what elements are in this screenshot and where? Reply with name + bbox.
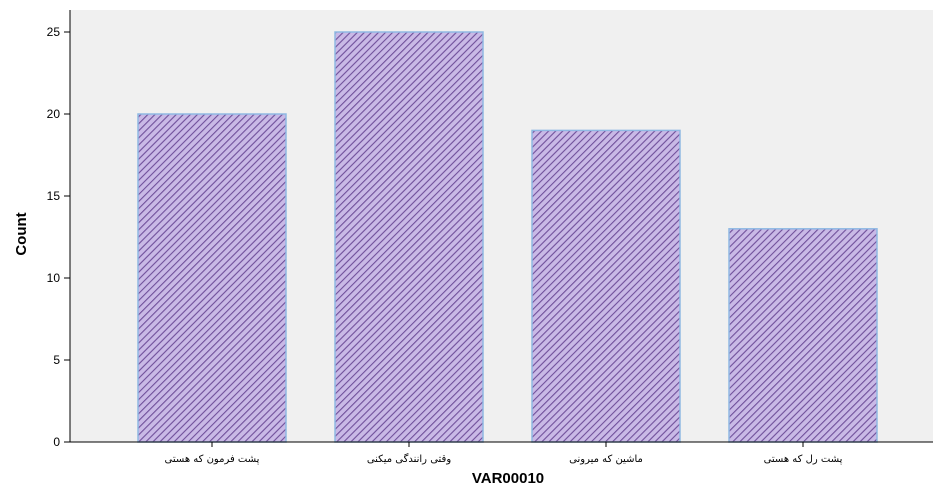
y-tick-label: 15 (47, 189, 61, 203)
bar (531, 129, 681, 443)
y-tick-label: 25 (47, 25, 61, 39)
x-axis: پشت فرمون که هستی وقتی رانندگی میکنی ماشین… (70, 441, 933, 465)
y-tick-label: 20 (47, 107, 61, 121)
y-tick-label: 5 (53, 353, 60, 367)
y-tick-label: 10 (47, 271, 61, 285)
x-tick-label: پشت رل که هستی (764, 454, 843, 465)
bar (728, 228, 878, 443)
x-tick-label: پشت فرمون که هستی (165, 454, 260, 465)
x-tick-label: وقتی رانندگی میکنی (367, 453, 451, 465)
bar (334, 31, 484, 443)
bars-group (137, 31, 878, 443)
y-tick-label: 0 (53, 435, 60, 449)
y-axis-title: Count (13, 212, 30, 255)
bar (137, 113, 287, 443)
x-axis-title: VAR00010 (472, 470, 544, 487)
x-tick-label: ماشین که میرونی (569, 454, 643, 465)
y-axis: 0 5 10 15 20 25 (47, 10, 71, 449)
